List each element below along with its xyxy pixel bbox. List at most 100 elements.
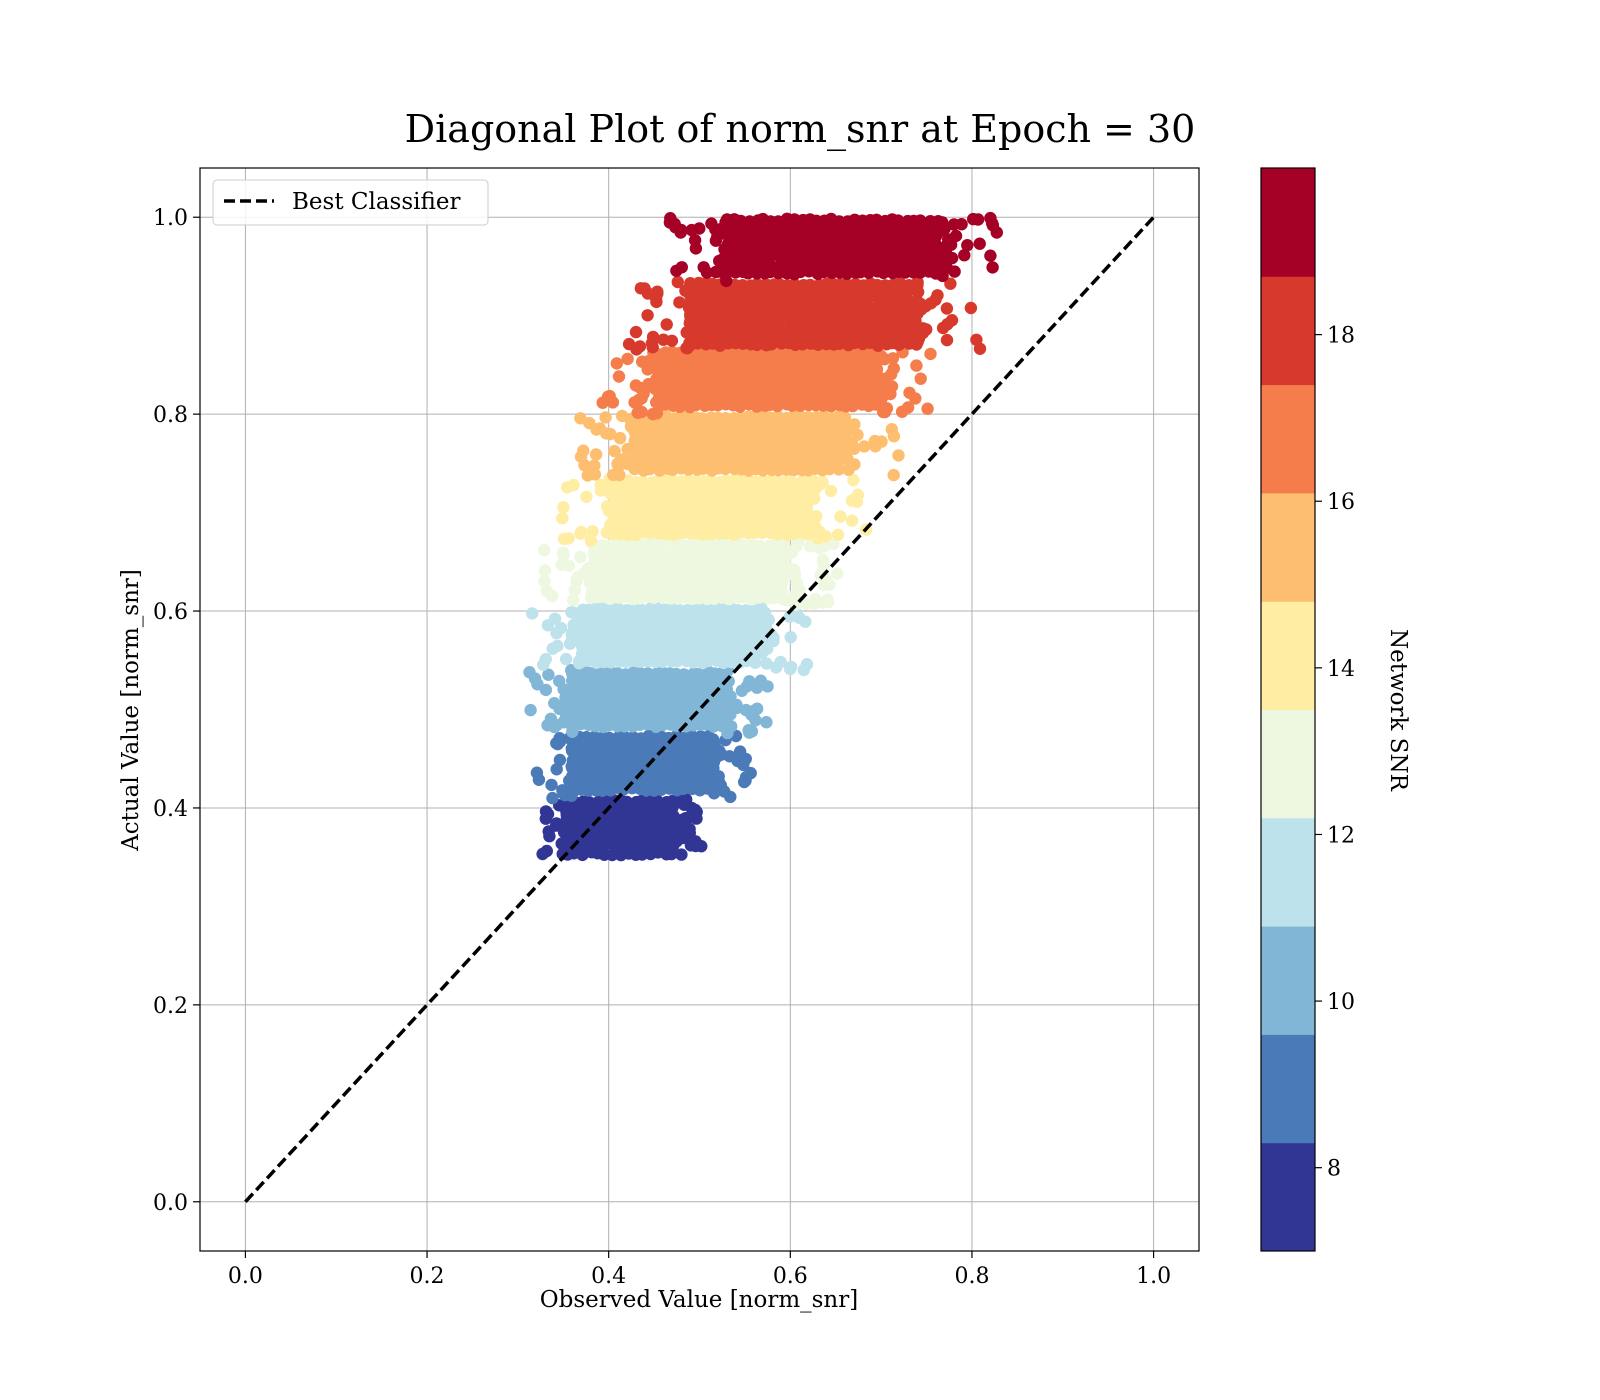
scatter-point xyxy=(588,459,601,472)
colorbar-band xyxy=(1261,168,1315,277)
scatter-point xyxy=(573,657,586,670)
colorbar-ticks: 8 10 12 14 16 18 xyxy=(1315,324,1355,1182)
scatter-band xyxy=(523,664,774,740)
scatter-point xyxy=(718,243,731,256)
y-axis-label: Actual Value [norm_snr] xyxy=(118,569,144,852)
colorbar-band xyxy=(1261,1034,1315,1144)
scatter-band xyxy=(536,792,708,862)
scatter-point xyxy=(542,668,555,681)
scatter-point xyxy=(887,430,901,443)
scatter-point xyxy=(674,226,687,239)
scatter-point xyxy=(628,396,641,409)
y-tick-label: 0.0 xyxy=(153,1191,188,1216)
scatter-point xyxy=(824,390,838,403)
scatter-point xyxy=(971,213,985,226)
scatter-point xyxy=(958,249,971,262)
legend-label-best-classifier: Best Classifier xyxy=(292,189,460,215)
scatter-point xyxy=(875,393,888,406)
scatter-point xyxy=(832,463,845,476)
scatter-point xyxy=(673,794,687,807)
scatter-point xyxy=(719,462,732,476)
y-tick-label: 0.6 xyxy=(153,600,188,625)
scatter-point xyxy=(807,475,820,488)
scatter-point xyxy=(847,473,860,487)
scatter-point xyxy=(550,627,563,640)
scatter-point xyxy=(575,634,588,647)
scatter-point xyxy=(697,261,710,274)
colorbar-band xyxy=(1261,926,1315,1035)
scatter-point xyxy=(665,847,678,861)
scatter-point xyxy=(944,277,957,290)
scatter-point xyxy=(544,712,558,725)
scatter-point xyxy=(714,225,727,239)
scatter-band xyxy=(663,211,1003,288)
scatter-point xyxy=(561,829,574,843)
colorbar-tick-label: 12 xyxy=(1327,823,1355,848)
scatter-point xyxy=(875,349,888,363)
scatter-point xyxy=(681,383,694,396)
scatter-point xyxy=(752,591,766,604)
scatter-point xyxy=(610,357,623,370)
scatter-point xyxy=(562,532,575,545)
scatter-point xyxy=(606,848,619,862)
scatter-point xyxy=(875,435,888,448)
scatter-point xyxy=(603,592,616,605)
scatter-point xyxy=(541,619,555,632)
scatter-point xyxy=(846,399,859,413)
scatter-point xyxy=(892,449,905,462)
scatter-point xyxy=(739,771,753,784)
scatter-point xyxy=(550,737,563,750)
scatter-point xyxy=(838,411,851,424)
scatter-point xyxy=(586,525,599,538)
scatter-point xyxy=(536,847,549,861)
scatter-point xyxy=(708,737,721,750)
colorbar-band xyxy=(1261,601,1315,710)
scatter-point xyxy=(735,684,749,697)
scatter-point xyxy=(551,639,564,653)
scatter-point xyxy=(664,212,677,225)
scatter-point xyxy=(845,514,859,527)
scatter-point xyxy=(858,440,871,453)
scatter-point xyxy=(656,655,669,669)
scatter-band xyxy=(530,729,757,805)
scatter-point xyxy=(831,528,845,541)
scatter-point xyxy=(574,450,588,463)
scatter-point xyxy=(566,772,579,786)
scatter-point xyxy=(689,398,702,412)
scatter-point xyxy=(566,734,579,748)
scatter-point xyxy=(670,835,683,848)
scatter-point xyxy=(938,245,952,258)
colorbar-tick-label: 16 xyxy=(1327,490,1355,515)
scatter-point xyxy=(545,778,558,792)
scatter-point xyxy=(574,550,587,564)
scatter-point xyxy=(767,592,780,605)
scatter-point xyxy=(741,447,754,460)
scatter-point xyxy=(682,463,695,476)
scatter-point xyxy=(842,463,855,476)
scatter-point xyxy=(612,370,626,383)
scatter-point xyxy=(973,342,987,355)
scatter-point xyxy=(647,774,660,788)
scatter-point xyxy=(808,492,821,505)
scatter-point xyxy=(676,824,690,837)
scatter-point xyxy=(538,544,551,557)
scatter-point xyxy=(910,359,923,372)
scatter-point xyxy=(964,301,978,315)
legend: Best Classifier xyxy=(212,179,489,226)
scatter-point xyxy=(749,656,762,669)
scatter-point xyxy=(613,431,627,445)
scatter-point xyxy=(610,545,624,559)
scatter-point xyxy=(831,567,844,580)
x-tick-label: 1.0 xyxy=(1136,1264,1171,1289)
scatter-point xyxy=(940,302,954,315)
scatter-point xyxy=(679,812,692,825)
scatter-point xyxy=(538,564,552,577)
scatter-point xyxy=(532,773,546,786)
scatter-point xyxy=(671,654,684,668)
colorbar-band xyxy=(1261,817,1315,927)
scatter-point xyxy=(817,321,831,334)
scatter-point xyxy=(629,431,642,444)
scatter-point xyxy=(684,277,697,290)
scatter-points xyxy=(523,211,1003,862)
scatter-point xyxy=(921,402,934,415)
